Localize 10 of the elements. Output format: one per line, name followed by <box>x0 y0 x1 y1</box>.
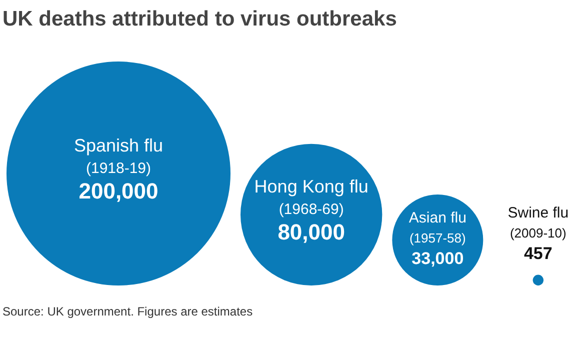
data-label: 80,000 <box>278 220 345 245</box>
data-label: 200,000 <box>78 178 158 204</box>
category-label: Swine flu (2009-10) <box>508 204 569 240</box>
source-note: Source: UK government. Figures are estimates <box>2 304 253 318</box>
data-label: 33,000 <box>412 249 464 268</box>
category-label: Asian flu (1957-58) <box>408 210 466 246</box>
text: UK deaths attributed to virus outbreaks <box>2 8 397 30</box>
category-label: Hong Kong flu (1968-69) <box>254 176 368 218</box>
data-label: 457 <box>524 244 552 263</box>
category-label: Spanish flu (1918-19) <box>74 136 164 177</box>
